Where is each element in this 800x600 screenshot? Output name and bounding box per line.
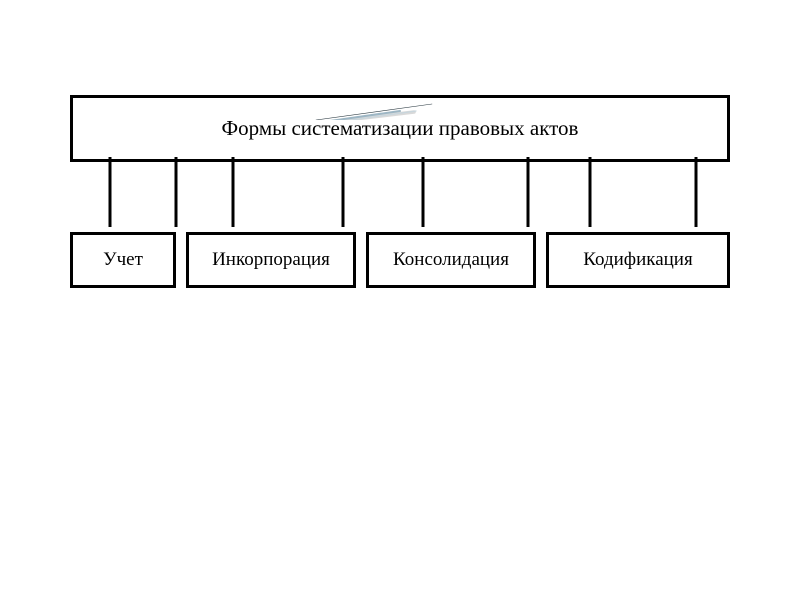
child-label: Консолидация (393, 249, 509, 270)
child-node-2: Консолидация (366, 232, 536, 288)
child-label: Инкорпорация (212, 249, 330, 270)
corner-decoration (0, 0, 800, 120)
hierarchy-diagram: Формы систематизации правовых актов Учет… (70, 95, 730, 288)
child-node-1: Инкорпорация (186, 232, 356, 288)
child-label: Кодификация (583, 249, 692, 270)
child-node-3: Кодификация (546, 232, 730, 288)
child-label: Учет (103, 249, 143, 270)
child-node-0: Учет (70, 232, 176, 288)
children-row: Учет Инкорпорация Консолидация Кодификац… (70, 232, 730, 288)
